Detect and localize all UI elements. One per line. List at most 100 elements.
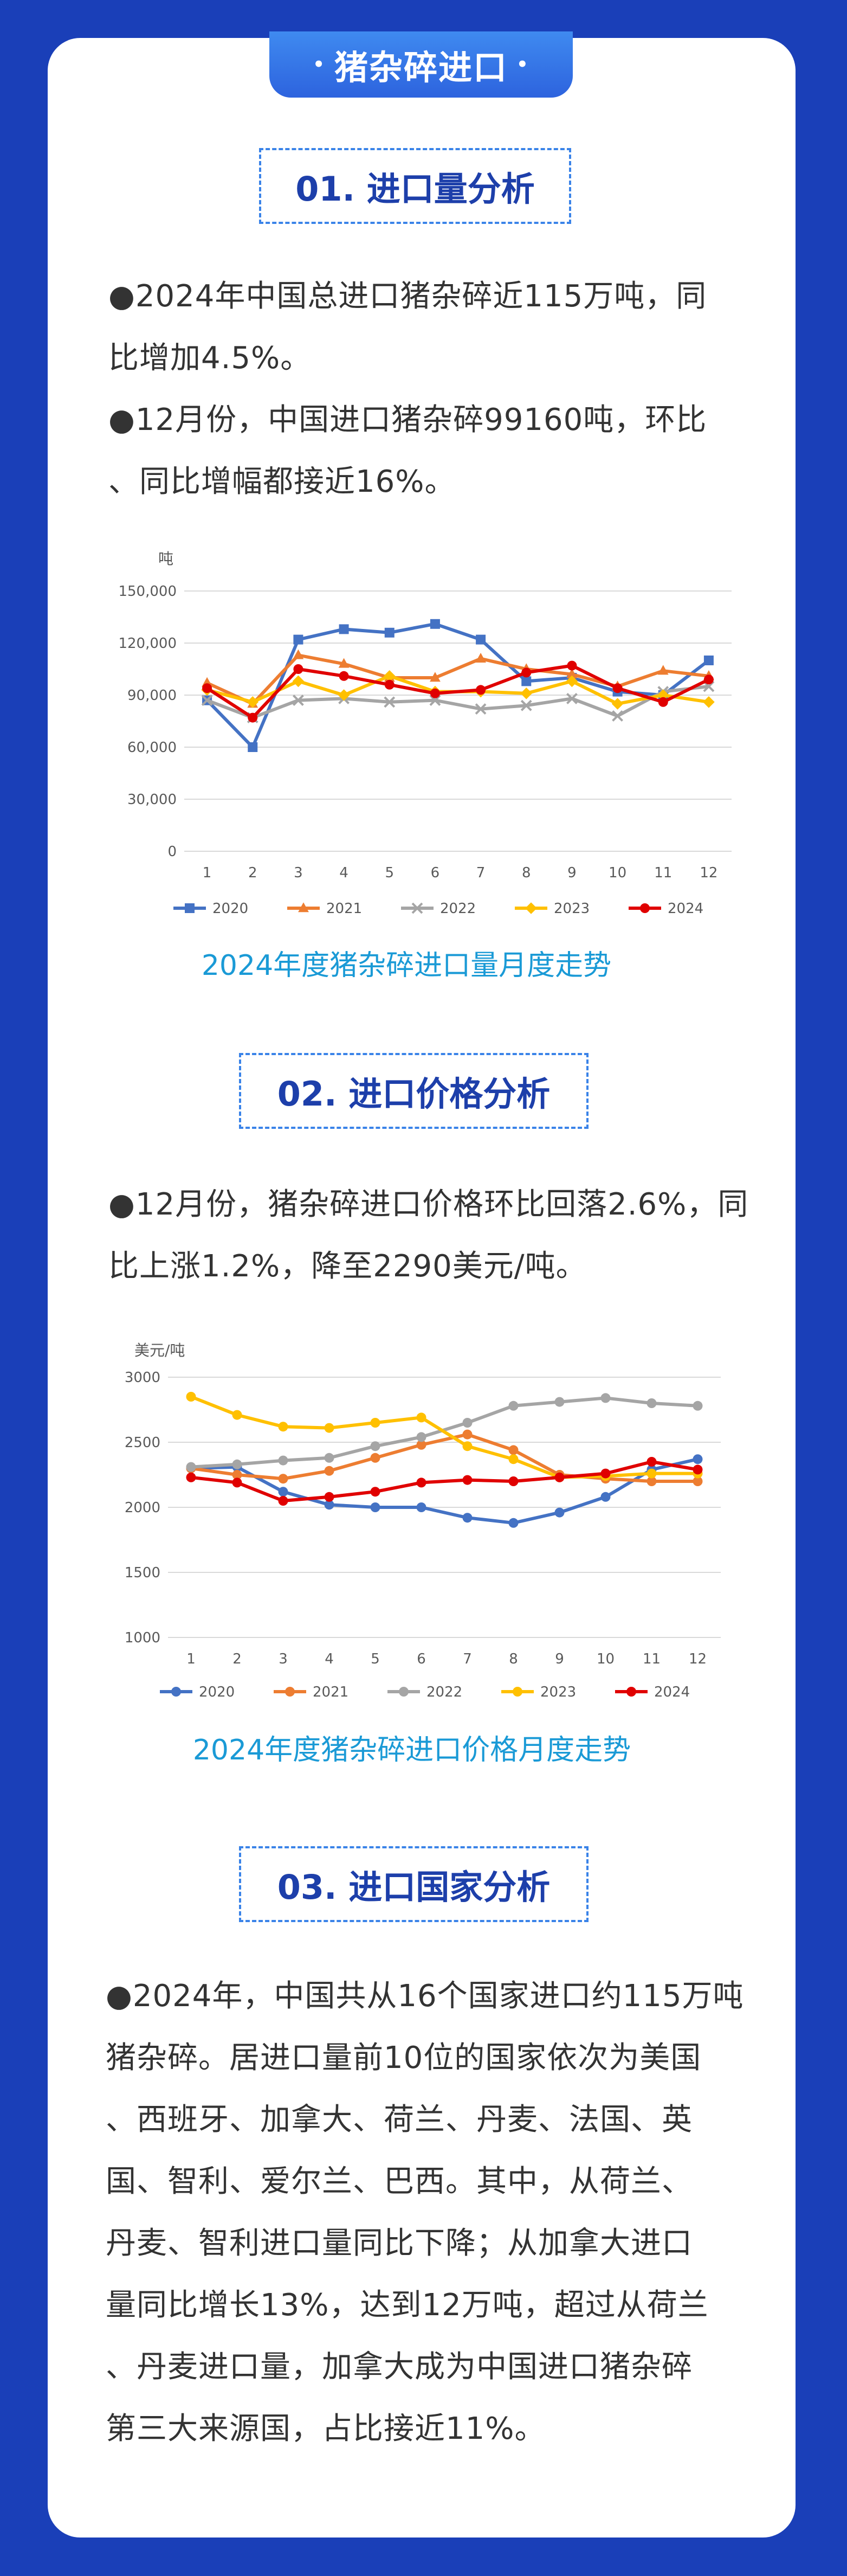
data-point-2022 bbox=[612, 710, 623, 722]
x-tick-label: 5 bbox=[371, 1651, 380, 1667]
data-point-2022 bbox=[232, 1459, 242, 1469]
data-point-2023 bbox=[292, 675, 305, 688]
data-point-2023 bbox=[278, 1422, 288, 1432]
text-line: 猪杂碎。居进口量前10位的国家依次为美国 bbox=[106, 2040, 702, 2076]
data-point-2020 bbox=[324, 1500, 334, 1510]
data-point-2024 bbox=[567, 660, 577, 671]
legend-marker-2020 bbox=[185, 903, 195, 913]
legend-label: 2021 bbox=[313, 1684, 348, 1700]
data-point-2021 bbox=[566, 668, 578, 678]
data-point-2020 bbox=[416, 1502, 426, 1512]
data-point-2024 bbox=[476, 685, 486, 695]
legend-marker-2023 bbox=[525, 902, 537, 914]
text-line: 比增加4.5%。 bbox=[108, 341, 312, 376]
y-tick-label: 150,000 bbox=[118, 583, 177, 600]
data-point-2024 bbox=[186, 1472, 196, 1482]
section-title-volume: 01. 进口量分析 bbox=[259, 148, 571, 224]
data-point-2020 bbox=[293, 634, 303, 645]
data-point-2024 bbox=[339, 671, 349, 681]
y-axis-unit-label: 美元/吨 bbox=[134, 1341, 185, 1359]
y-tick-label: 1000 bbox=[125, 1630, 160, 1646]
data-point-2020 bbox=[248, 742, 258, 752]
data-point-2020 bbox=[430, 619, 440, 629]
x-tick-label: 1 bbox=[186, 1651, 196, 1667]
x-tick-label: 8 bbox=[509, 1651, 518, 1667]
x-tick-label: 4 bbox=[339, 865, 348, 881]
legend-label: 2021 bbox=[326, 901, 362, 917]
text-line: 比上涨1.2%，降至2290美元/吨。 bbox=[108, 1249, 587, 1284]
data-point-2020 bbox=[384, 627, 395, 638]
data-point-2022 bbox=[186, 1462, 196, 1472]
data-point-2021 bbox=[693, 1476, 703, 1486]
volume-chart-caption: 2024年度猪杂碎进口量月度走势 bbox=[201, 949, 612, 982]
data-point-2022 bbox=[384, 696, 396, 708]
legend-label: 2024 bbox=[668, 901, 703, 917]
data-point-2021 bbox=[278, 1474, 288, 1484]
x-tick-label: 1 bbox=[203, 865, 212, 881]
data-point-2023 bbox=[370, 1418, 380, 1428]
text-line: 、西班牙、加拿大、荷兰、丹麦、法国、英 bbox=[106, 2102, 693, 2137]
series-line-2020 bbox=[205, 622, 710, 749]
text-line: ●2024年，中国共从16个国家进口约115万吨 bbox=[106, 1978, 744, 2014]
y-tick-label: 60,000 bbox=[127, 740, 177, 756]
data-point-2023 bbox=[520, 688, 533, 699]
data-point-2022 bbox=[201, 695, 213, 706]
data-point-2024 bbox=[658, 697, 668, 707]
data-point-2020 bbox=[339, 624, 349, 634]
y-tick-label: 2000 bbox=[125, 1500, 160, 1516]
data-point-2024 bbox=[521, 667, 532, 678]
text-line: 丹麦、智利进口量同比下降；从加拿大进口 bbox=[106, 2226, 693, 2261]
text-line: 国、智利、爱尔兰、巴西。其中，从荷兰、 bbox=[106, 2164, 693, 2199]
data-point-2022 bbox=[293, 695, 304, 706]
x-tick-label: 11 bbox=[654, 865, 672, 881]
x-tick-label: 11 bbox=[643, 1651, 661, 1667]
price-chart-caption: 2024年度猪杂碎进口价格月度走势 bbox=[192, 1734, 631, 1766]
legend-marker-2021 bbox=[285, 1687, 295, 1697]
data-point-2022 bbox=[554, 1397, 565, 1407]
x-tick-label: 3 bbox=[279, 1651, 288, 1667]
data-point-2020 bbox=[278, 1487, 288, 1497]
data-point-2020 bbox=[703, 656, 714, 665]
legend-marker-2023 bbox=[513, 1687, 522, 1697]
section-title-countries: 03. 进口国家分析 bbox=[239, 1846, 589, 1922]
data-point-2024 bbox=[293, 664, 303, 674]
x-tick-label: 7 bbox=[476, 865, 486, 881]
data-point-2023 bbox=[646, 1468, 657, 1479]
x-tick-label: 6 bbox=[431, 865, 440, 881]
section-volume-text: ●2024年中国总进口猪杂碎近115万吨，同 比增加4.5%。 ●12月份，中国… bbox=[108, 266, 759, 513]
data-point-2021 bbox=[416, 1440, 426, 1450]
data-point-2023 bbox=[416, 1412, 426, 1423]
title-dot-left: • bbox=[313, 54, 326, 75]
data-point-2021 bbox=[293, 649, 304, 659]
y-tick-label: 2500 bbox=[125, 1435, 160, 1451]
data-point-2022 bbox=[703, 680, 715, 692]
data-point-2024 bbox=[646, 1457, 657, 1467]
text-line: ●2024年中国总进口猪杂碎近115万吨，同 bbox=[108, 279, 707, 314]
series-line-2021 bbox=[206, 653, 709, 705]
data-point-2023 bbox=[186, 1392, 196, 1402]
x-tick-label: 10 bbox=[609, 865, 626, 881]
data-point-2024 bbox=[430, 688, 440, 698]
y-tick-label: 0 bbox=[167, 844, 177, 860]
y-tick-label: 3000 bbox=[125, 1370, 160, 1386]
data-point-2020 bbox=[554, 1507, 565, 1518]
legend-marker-2020 bbox=[171, 1687, 181, 1697]
series-line-2024 bbox=[191, 1460, 699, 1502]
text-line: 量同比增长13%，达到12万吨，超过从荷兰 bbox=[106, 2288, 709, 2323]
data-point-2022 bbox=[462, 1418, 473, 1428]
data-point-2024 bbox=[202, 683, 212, 693]
data-point-2023 bbox=[247, 696, 259, 708]
data-point-2021 bbox=[475, 653, 486, 663]
y-tick-label: 90,000 bbox=[127, 688, 177, 704]
data-point-2022 bbox=[429, 695, 441, 706]
x-tick-label: 12 bbox=[689, 1651, 707, 1667]
data-point-2023 bbox=[703, 696, 715, 708]
data-point-2021 bbox=[338, 658, 350, 668]
text-line: 第三大来源国，占比接近11%。 bbox=[106, 2411, 546, 2446]
data-point-2020 bbox=[462, 1513, 473, 1523]
data-point-2020 bbox=[370, 1502, 380, 1512]
data-point-2023 bbox=[566, 675, 578, 688]
data-point-2022 bbox=[508, 1401, 519, 1411]
data-point-2022 bbox=[324, 1453, 334, 1463]
title-dot-right: • bbox=[516, 54, 529, 75]
